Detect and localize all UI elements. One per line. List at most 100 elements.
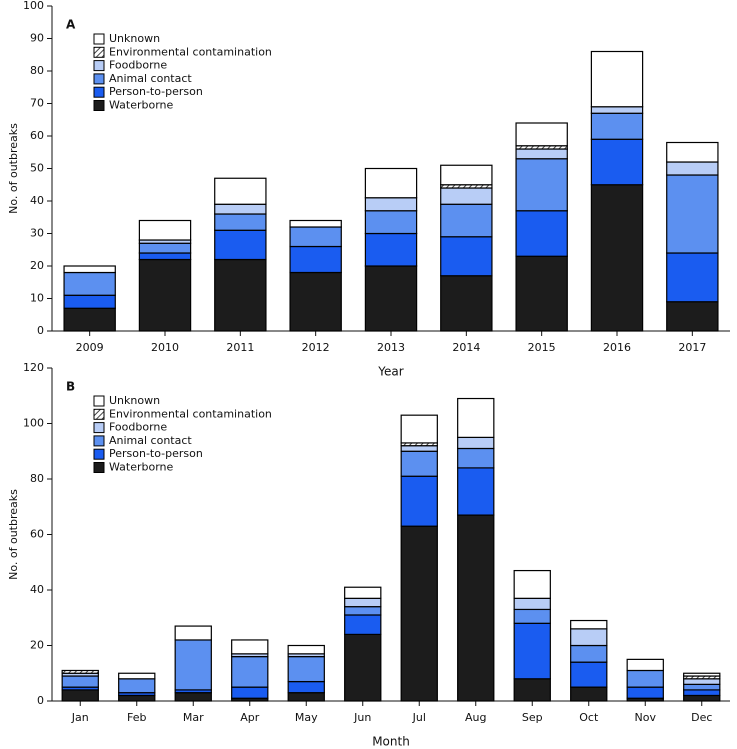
legend-swatch bbox=[93, 100, 105, 111]
bar-segment bbox=[515, 255, 568, 332]
x-tick-label: Oct bbox=[579, 711, 599, 724]
legend-swatch bbox=[93, 86, 105, 98]
legend-swatch bbox=[93, 73, 105, 85]
bar-segment bbox=[364, 167, 418, 199]
x-tick-label: Dec bbox=[691, 711, 712, 724]
bar-segment bbox=[666, 141, 719, 163]
x-tick-label: 2011 bbox=[226, 341, 254, 354]
legend-swatch bbox=[93, 46, 105, 58]
bar-segment bbox=[666, 252, 719, 303]
bar-segment bbox=[63, 271, 116, 296]
bar-segment bbox=[214, 213, 267, 231]
legend-swatch bbox=[93, 408, 105, 420]
bar-segment bbox=[400, 525, 438, 702]
bar-segment bbox=[683, 683, 721, 691]
y-tick-label: 10 bbox=[30, 292, 44, 305]
legend-swatch bbox=[93, 448, 105, 460]
bar-segment bbox=[174, 639, 212, 691]
y-tick-label: 20 bbox=[30, 639, 44, 652]
bar-segment bbox=[666, 301, 719, 332]
bar-segment bbox=[63, 294, 116, 309]
x-tick-label: 2009 bbox=[76, 341, 104, 354]
bar-segment bbox=[289, 245, 342, 274]
legend-swatch bbox=[93, 395, 105, 407]
bar-segment bbox=[400, 414, 438, 444]
y-axis-label: No. of outbreaks bbox=[7, 123, 20, 214]
x-tick-label: Aug bbox=[465, 711, 486, 724]
bar-segment bbox=[400, 445, 438, 452]
bar-segment bbox=[683, 689, 721, 697]
bar-segment bbox=[683, 694, 721, 702]
bar-segment bbox=[174, 692, 212, 702]
y-tick-label: 0 bbox=[37, 324, 44, 337]
bar-segment bbox=[61, 689, 99, 702]
bar-segment bbox=[457, 397, 495, 438]
legend-swatch bbox=[93, 435, 105, 447]
bar-segment bbox=[590, 50, 644, 108]
bar-segment bbox=[570, 686, 608, 702]
bar-segment bbox=[626, 658, 664, 672]
y-tick-label: 0 bbox=[37, 694, 44, 707]
bar-segment bbox=[344, 606, 382, 616]
legend-swatch bbox=[93, 33, 105, 45]
bar-segment bbox=[590, 184, 644, 332]
bar-segment bbox=[515, 158, 568, 212]
bar-segment bbox=[118, 678, 156, 694]
legend-label: Environmental contamination bbox=[109, 407, 272, 420]
y-tick-label: 50 bbox=[30, 162, 44, 175]
bar-segment bbox=[287, 680, 325, 694]
bar-segment bbox=[513, 608, 551, 624]
x-tick-label: Feb bbox=[127, 711, 146, 724]
bar-segment bbox=[626, 669, 664, 688]
legend-swatch bbox=[93, 462, 105, 473]
y-tick-label: 40 bbox=[30, 194, 44, 207]
bar-segment bbox=[364, 210, 418, 235]
legend-label: Waterborne bbox=[109, 99, 174, 112]
y-tick-label: 40 bbox=[30, 583, 44, 596]
x-tick-label: 2010 bbox=[151, 341, 179, 354]
x-tick-label: 2015 bbox=[528, 341, 556, 354]
legend-label: Environmental contamination bbox=[109, 45, 272, 58]
bar-segment bbox=[364, 197, 418, 212]
y-axis-label: No. of outbreaks bbox=[7, 489, 20, 580]
x-tick-label: Jul bbox=[412, 711, 426, 724]
bar-segment bbox=[214, 229, 267, 261]
legend-swatch bbox=[93, 60, 105, 72]
bar-segment bbox=[683, 672, 721, 677]
bar-segment bbox=[666, 174, 719, 254]
y-tick-label: 20 bbox=[30, 259, 44, 272]
bar-segment bbox=[570, 661, 608, 688]
bar-segment bbox=[590, 138, 644, 186]
bar-segment bbox=[289, 219, 342, 228]
x-tick-label: 2013 bbox=[377, 341, 405, 354]
bar-segment bbox=[138, 258, 192, 332]
bar-segment bbox=[666, 161, 719, 176]
bar-segment bbox=[513, 597, 551, 611]
bar-segment bbox=[364, 232, 418, 267]
y-tick-label: 80 bbox=[30, 472, 44, 485]
bar-segment bbox=[231, 655, 269, 688]
bar-segment bbox=[344, 586, 382, 599]
panel-label: B bbox=[66, 380, 75, 394]
x-tick-label: Jan bbox=[71, 711, 89, 724]
bar-segment bbox=[214, 203, 267, 215]
legend-label: Unknown bbox=[109, 32, 160, 45]
bar-segment bbox=[440, 164, 493, 186]
bar-segment bbox=[61, 669, 99, 674]
bar-segment bbox=[118, 694, 156, 702]
y-tick-label: 70 bbox=[30, 97, 44, 110]
bar-segment bbox=[138, 242, 192, 254]
bar-segment bbox=[457, 467, 495, 516]
bar-segment bbox=[344, 597, 382, 608]
bar-segment bbox=[513, 569, 551, 599]
bar-segment bbox=[590, 112, 644, 140]
bar-segment bbox=[174, 625, 212, 641]
legend-label: Animal contact bbox=[109, 434, 192, 447]
x-tick-label: 2014 bbox=[452, 341, 480, 354]
bar-segment bbox=[457, 436, 495, 450]
bar-segment bbox=[63, 307, 116, 332]
y-tick-label: 60 bbox=[30, 528, 44, 541]
bar-segment bbox=[214, 177, 267, 205]
x-tick-label: Mar bbox=[183, 711, 204, 724]
bar-segment bbox=[570, 628, 608, 647]
